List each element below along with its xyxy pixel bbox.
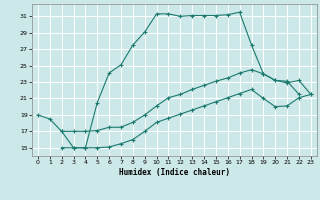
X-axis label: Humidex (Indice chaleur): Humidex (Indice chaleur) <box>119 168 230 177</box>
